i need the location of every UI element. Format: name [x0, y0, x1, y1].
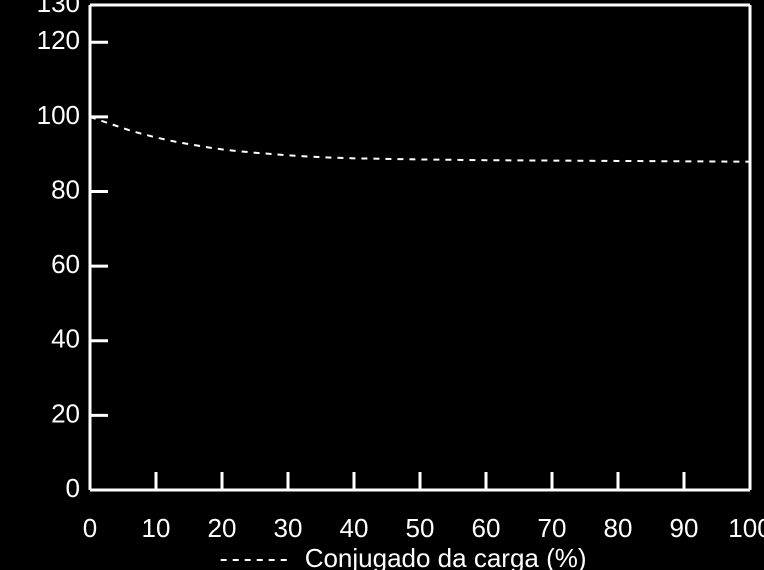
legend-label: Conjugado da carga (%): [305, 543, 587, 570]
y-tick-label: 0: [66, 473, 80, 503]
x-tick-label: 20: [208, 513, 237, 543]
x-tick-label: 40: [340, 513, 369, 543]
torque-chart: 0 20 40 60 80 100 120 130 0 10 20 30 40 50 60 70 80 90 100…: [0, 0, 764, 570]
y-tick-label: 40: [51, 324, 80, 354]
x-tick-label: 30: [274, 513, 303, 543]
x-tick-label: 80: [604, 513, 633, 543]
x-tick-label: 90: [670, 513, 699, 543]
y-tick-label: 120: [37, 25, 80, 55]
x-tick-label: 50: [406, 513, 435, 543]
y-tick-label: 80: [51, 174, 80, 204]
y-tick-label: 130: [37, 0, 80, 18]
x-tick-label: 100: [728, 513, 764, 543]
y-tick-label: 60: [51, 249, 80, 279]
x-tick-label: 70: [538, 513, 567, 543]
x-tick-label: 10: [142, 513, 171, 543]
x-tick-label: 0: [83, 513, 97, 543]
y-tick-label: 100: [37, 100, 80, 130]
x-tick-label: 60: [472, 513, 501, 543]
chart-background: [0, 0, 764, 570]
y-tick-label: 20: [51, 398, 80, 428]
